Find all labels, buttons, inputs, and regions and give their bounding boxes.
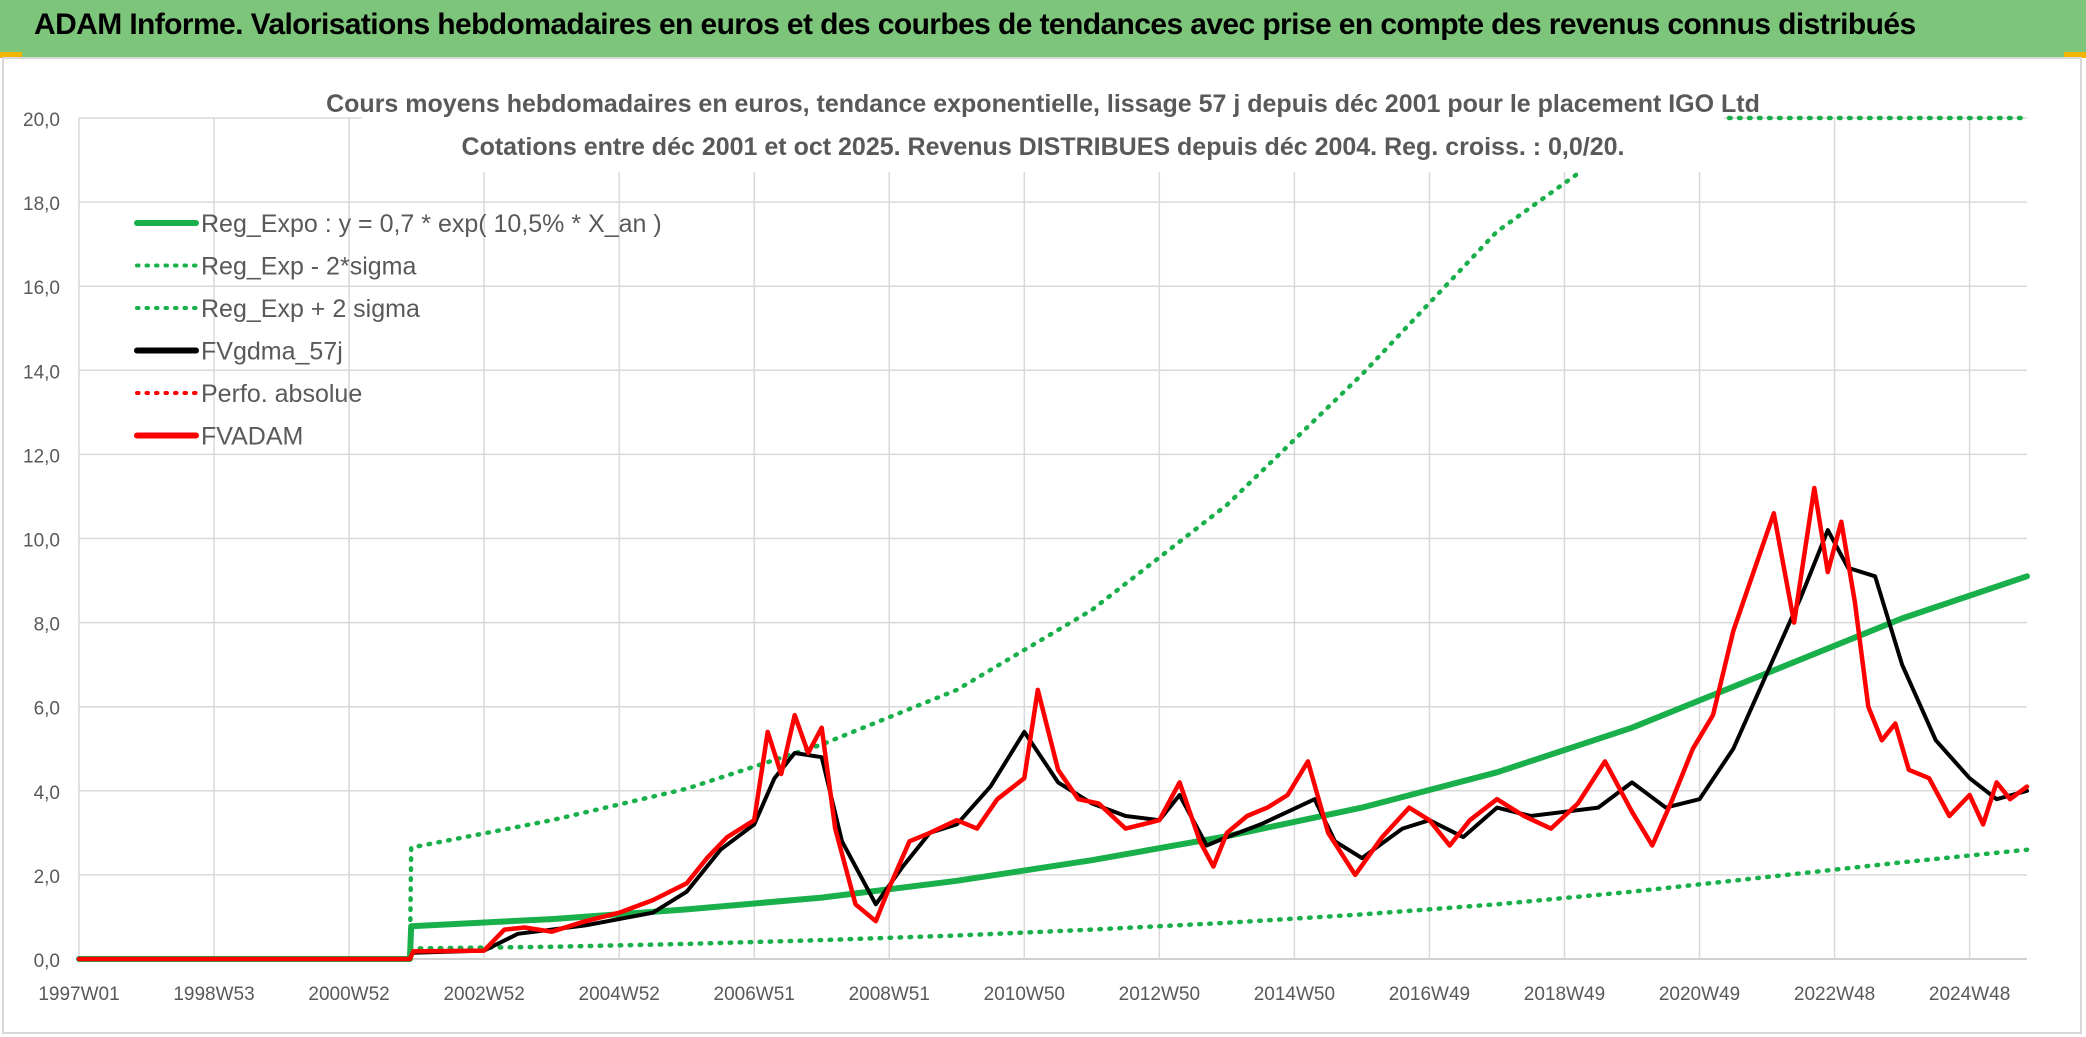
x-tick-label: 2002W52: [443, 984, 524, 1005]
series-reg-minus-2sigma: [76, 847, 2030, 962]
legend-label: FVgdma_57j: [201, 338, 343, 366]
x-tick-label: 2000W52: [308, 984, 389, 1005]
x-tick-label: 1998W53: [173, 984, 254, 1005]
y-tick-label: 14,0: [23, 362, 60, 383]
x-tick-label: 2016W49: [1389, 984, 1470, 1005]
y-tick-label: 18,0: [23, 194, 60, 215]
x-tick-label: 2014W50: [1254, 984, 1335, 1005]
x-tick-label: 2010W50: [984, 984, 1065, 1005]
report-banner: ADAM Informe. Valorisations hebdomadaire…: [0, 0, 2086, 57]
x-tick-label: 2012W50: [1119, 984, 1200, 1005]
chart-frame: [2, 57, 2082, 1034]
chart-legend: Reg_Expo : y = 0,7 * exp( 10,5% * X_an )…: [134, 210, 662, 451]
series-fvadam: [76, 485, 2030, 962]
legend-label: Reg_Expo : y = 0,7 * exp( 10,5% * X_an ): [201, 210, 662, 238]
legend-label: Perfo. absolue: [201, 380, 362, 408]
chart-title: Cours moyens hebdomadaires en euros, ten…: [326, 90, 1760, 118]
y-tick-label: 6,0: [34, 699, 60, 720]
x-tick-label: 2004W52: [579, 984, 660, 1005]
x-tick-label: 2024W48: [1929, 984, 2010, 1005]
title-backdrop: [362, 92, 1724, 172]
corner-marker-left: [0, 52, 22, 58]
series-reg-expo: [76, 573, 2030, 962]
x-tick-label: 2022W48: [1794, 984, 1875, 1005]
chart-grid: [78, 117, 2027, 960]
x-tick-label: 2008W51: [849, 984, 930, 1005]
x-tick-label: 2020W49: [1659, 984, 1740, 1005]
x-tick-label: 2018W49: [1524, 984, 1605, 1005]
chart-subtitle: Cotations entre déc 2001 et oct 2025. Re…: [462, 133, 1625, 161]
x-axis-ticks: 1997W01 1998W53 2000W52 2002W52 2004W52 2006W…: [38, 984, 2010, 1005]
y-tick-label: 16,0: [23, 278, 60, 299]
y-axis-ticks: 0,0 2,0 4,0 6,0 8,0 10,0 12,0 14,0 16,0 18,0 20,0: [23, 110, 60, 972]
y-tick-label: 0,0: [34, 951, 60, 972]
y-tick-label: 2,0: [34, 867, 60, 888]
y-tick-label: 20,0: [23, 110, 60, 131]
legend-label: Reg_Exp + 2 sigma: [201, 295, 420, 323]
x-tick-label: 2006W51: [714, 984, 795, 1005]
legend-label: Reg_Exp - 2*sigma: [201, 253, 416, 281]
report-title: ADAM Informe. Valorisations hebdomadaire…: [34, 8, 1916, 41]
x-tick-label: 1997W01: [38, 984, 119, 1005]
y-tick-label: 4,0: [34, 783, 60, 804]
y-tick-label: 10,0: [23, 531, 60, 552]
legend-label: FVADAM: [201, 423, 303, 451]
y-tick-label: 12,0: [23, 446, 60, 467]
corner-marker-right: [2064, 52, 2086, 58]
y-tick-label: 8,0: [34, 615, 60, 636]
